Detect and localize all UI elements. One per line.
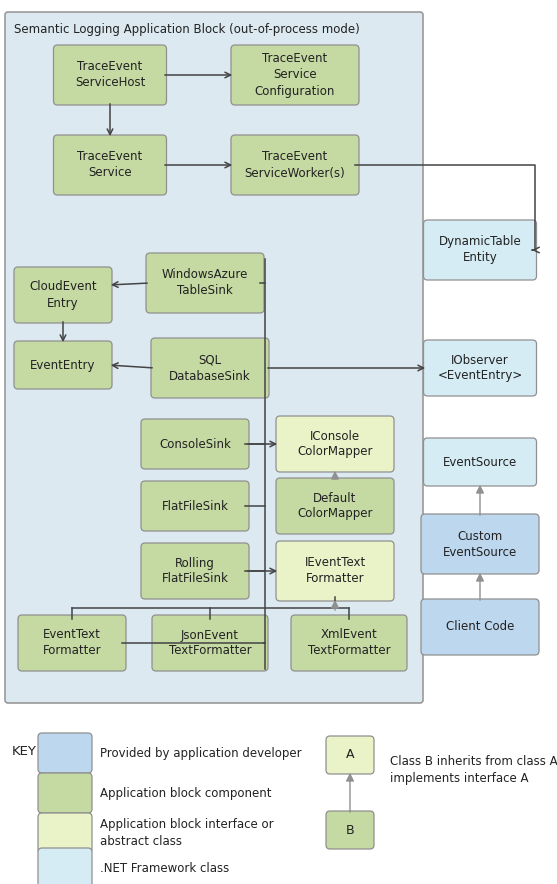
Text: IEventText
Formatter: IEventText Formatter — [304, 557, 365, 585]
FancyBboxPatch shape — [14, 341, 112, 389]
FancyBboxPatch shape — [18, 615, 126, 671]
Text: A: A — [346, 749, 354, 761]
Text: JsonEvent
TextFormatter: JsonEvent TextFormatter — [169, 629, 251, 658]
FancyBboxPatch shape — [53, 135, 167, 195]
FancyBboxPatch shape — [141, 481, 249, 531]
Text: Default
ColorMapper: Default ColorMapper — [297, 492, 373, 521]
FancyBboxPatch shape — [291, 615, 407, 671]
FancyBboxPatch shape — [5, 12, 423, 703]
Text: Provided by application developer: Provided by application developer — [100, 746, 302, 759]
FancyBboxPatch shape — [276, 541, 394, 601]
FancyBboxPatch shape — [38, 848, 92, 884]
FancyBboxPatch shape — [152, 615, 268, 671]
Text: EventText
Formatter: EventText Formatter — [43, 629, 101, 658]
Text: TraceEvent
ServiceWorker(s): TraceEvent ServiceWorker(s) — [245, 150, 345, 179]
FancyBboxPatch shape — [38, 813, 92, 853]
Text: Class B inherits from class A or
implements interface A: Class B inherits from class A or impleme… — [390, 755, 557, 785]
Text: IObserver
<EventEntry>: IObserver <EventEntry> — [437, 354, 522, 383]
Text: TraceEvent
Service
Configuration: TraceEvent Service Configuration — [255, 52, 335, 97]
FancyBboxPatch shape — [276, 478, 394, 534]
FancyBboxPatch shape — [141, 419, 249, 469]
Text: FlatFileSink: FlatFileSink — [162, 499, 228, 513]
FancyBboxPatch shape — [421, 514, 539, 574]
Text: KEY: KEY — [12, 745, 37, 758]
Text: DynamicTable
Entity: DynamicTable Entity — [438, 235, 521, 264]
FancyBboxPatch shape — [421, 599, 539, 655]
Text: TraceEvent
ServiceHost: TraceEvent ServiceHost — [75, 60, 145, 89]
Text: WindowsAzure
TableSink: WindowsAzure TableSink — [162, 269, 248, 298]
FancyBboxPatch shape — [141, 543, 249, 599]
Text: B: B — [346, 824, 354, 836]
FancyBboxPatch shape — [231, 45, 359, 105]
FancyBboxPatch shape — [326, 736, 374, 774]
FancyBboxPatch shape — [326, 811, 374, 849]
FancyBboxPatch shape — [151, 338, 269, 398]
Text: Semantic Logging Application Block (out-of-process mode): Semantic Logging Application Block (out-… — [14, 22, 360, 35]
Text: EventEntry: EventEntry — [30, 359, 96, 371]
Text: Rolling
FlatFileSink: Rolling FlatFileSink — [162, 557, 228, 585]
Text: CloudEvent
Entry: CloudEvent Entry — [29, 280, 97, 309]
FancyBboxPatch shape — [276, 416, 394, 472]
FancyBboxPatch shape — [14, 267, 112, 323]
FancyBboxPatch shape — [38, 773, 92, 813]
Text: IConsole
ColorMapper: IConsole ColorMapper — [297, 430, 373, 459]
FancyBboxPatch shape — [423, 220, 536, 280]
FancyBboxPatch shape — [146, 253, 264, 313]
FancyBboxPatch shape — [38, 733, 92, 773]
FancyBboxPatch shape — [423, 340, 536, 396]
Text: .NET Framework class: .NET Framework class — [100, 862, 229, 874]
Text: Application block component: Application block component — [100, 787, 271, 799]
Text: ConsoleSink: ConsoleSink — [159, 438, 231, 451]
Text: EventSource: EventSource — [443, 455, 517, 469]
Text: XmlEvent
TextFormatter: XmlEvent TextFormatter — [307, 629, 390, 658]
Text: Custom
EventSource: Custom EventSource — [443, 530, 517, 559]
FancyBboxPatch shape — [423, 438, 536, 486]
Text: Application block interface or
abstract class: Application block interface or abstract … — [100, 818, 273, 848]
Text: Client Code: Client Code — [446, 621, 514, 634]
FancyBboxPatch shape — [231, 135, 359, 195]
FancyBboxPatch shape — [53, 45, 167, 105]
Text: TraceEvent
Service: TraceEvent Service — [77, 150, 143, 179]
Text: SQL
DatabaseSink: SQL DatabaseSink — [169, 354, 251, 383]
